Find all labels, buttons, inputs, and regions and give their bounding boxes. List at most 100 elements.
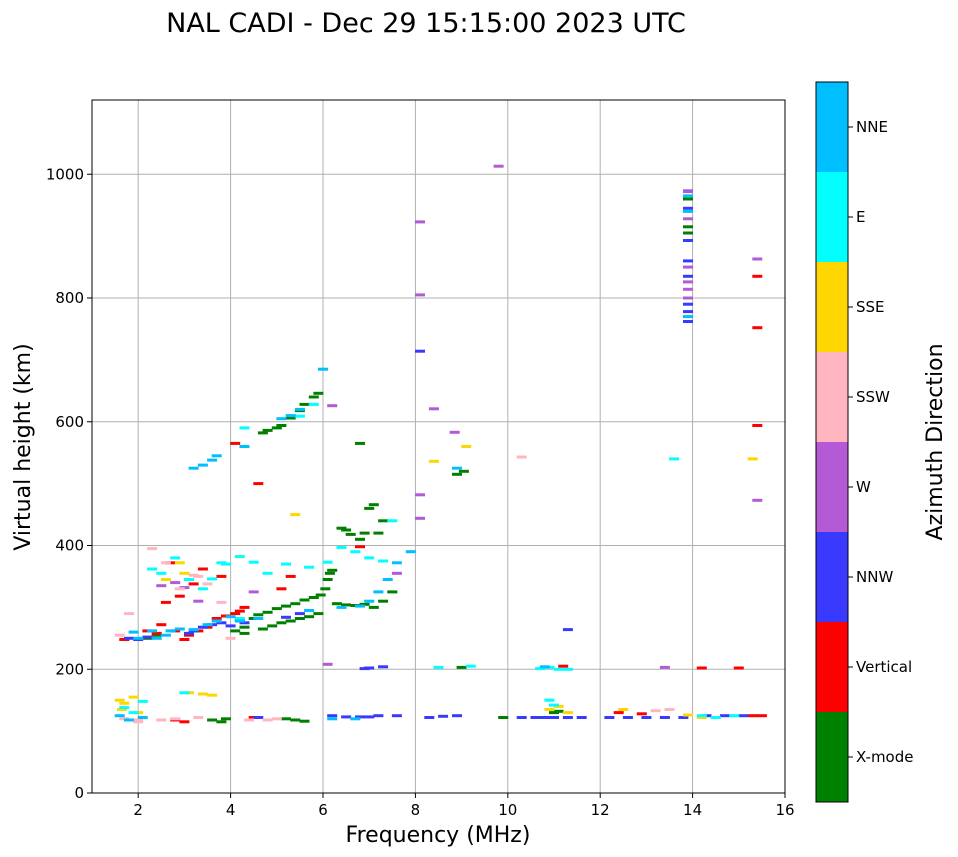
data-point-vertical xyxy=(355,545,365,549)
data-point-x-mode xyxy=(387,590,398,594)
data-point-nne xyxy=(165,629,176,633)
data-point-x-mode xyxy=(322,578,333,581)
data-point-nne xyxy=(294,407,305,411)
x-tick-label: 2 xyxy=(133,801,143,819)
data-point-e xyxy=(147,567,158,571)
data-point-e xyxy=(137,699,148,703)
data-point-x-mode xyxy=(315,593,326,597)
data-point-nne xyxy=(452,466,462,470)
colorbar-segment xyxy=(816,262,848,352)
colorbar-tick-label: NNW xyxy=(856,568,893,586)
data-point-e xyxy=(262,571,273,575)
data-point-nne xyxy=(174,627,185,631)
colorbar-segment xyxy=(816,622,848,712)
colorbar-tick-label: E xyxy=(856,208,865,226)
data-point-nnw xyxy=(438,714,449,718)
data-point-e xyxy=(364,556,375,560)
data-point-nnw xyxy=(659,716,670,719)
data-point-sse xyxy=(683,713,693,717)
data-point-nnw xyxy=(294,612,305,616)
data-point-ssw xyxy=(114,633,125,637)
data-point-x-mode xyxy=(267,624,278,628)
y-tick-label: 0 xyxy=(74,784,84,802)
data-point-e xyxy=(197,587,208,591)
data-point-w xyxy=(327,404,338,408)
y-tick-label: 800 xyxy=(55,289,84,307)
data-point-w xyxy=(248,590,259,594)
data-point-w xyxy=(449,430,460,434)
data-point-nnw xyxy=(373,714,384,718)
data-point-nne xyxy=(225,615,236,619)
data-point-ssw xyxy=(170,717,181,721)
data-point-x-mode xyxy=(324,571,335,575)
data-point-x-mode xyxy=(299,402,310,406)
data-point-nnw xyxy=(683,259,693,263)
data-point-nne xyxy=(114,714,125,718)
x-tick-label: 6 xyxy=(318,801,328,819)
data-point-ssw xyxy=(216,600,227,604)
data-point-e xyxy=(378,559,389,563)
data-point-x-mode xyxy=(308,596,319,599)
data-point-e xyxy=(221,562,231,566)
data-point-vertical xyxy=(179,720,190,724)
data-point-sse xyxy=(179,571,190,575)
data-point-nne xyxy=(405,550,416,554)
data-point-x-mode xyxy=(313,391,324,395)
data-point-ssw xyxy=(202,582,213,586)
data-point-nne xyxy=(683,209,693,213)
x-tick-label: 4 xyxy=(226,801,236,819)
data-point-nnw xyxy=(576,716,587,719)
data-point-nne xyxy=(373,590,384,594)
data-point-ssw xyxy=(225,636,236,640)
data-point-vertical xyxy=(747,714,758,718)
data-point-nnw xyxy=(604,716,615,719)
data-point-e xyxy=(322,560,333,564)
data-point-nne xyxy=(683,194,693,198)
data-point-e xyxy=(465,664,476,668)
data-point-x-mode xyxy=(378,599,389,603)
data-point-nne xyxy=(147,629,158,633)
y-axis-ticks: 0 200 400 600 800 1000 xyxy=(46,165,92,802)
data-point-nnw xyxy=(124,636,134,640)
x-axis-ticks: 2 4 6 8 10 12 14 16 xyxy=(133,793,795,819)
data-point-nnw xyxy=(562,628,573,632)
data-point-w xyxy=(683,217,693,221)
data-point-w xyxy=(391,571,402,575)
data-point-e xyxy=(119,706,130,710)
data-point-x-mode xyxy=(276,621,287,625)
data-point-ssw xyxy=(244,718,255,722)
colorbar-tick-label: SSE xyxy=(856,298,885,316)
data-point-w xyxy=(415,220,425,224)
data-point-e xyxy=(562,667,573,671)
data-point-e xyxy=(350,550,361,554)
data-point-w xyxy=(683,190,693,194)
data-point-nnw xyxy=(239,621,250,625)
data-point-vertical xyxy=(188,582,199,586)
data-point-sse xyxy=(618,708,629,711)
data-point-w xyxy=(322,662,333,666)
data-point-sse xyxy=(160,578,171,581)
data-point-x-mode xyxy=(290,718,301,722)
y-tick-label: 600 xyxy=(55,413,84,431)
colorbar-tick-label: SSW xyxy=(856,388,890,406)
data-point-x-mode xyxy=(304,615,315,619)
data-point-sse xyxy=(114,698,125,702)
colorbar-tick-label: Vertical xyxy=(856,658,912,676)
y-tick-label: 200 xyxy=(55,660,84,678)
data-point-w xyxy=(752,498,763,502)
data-point-w xyxy=(683,287,693,291)
data-point-x-mode xyxy=(359,602,370,606)
x-tick-label: 10 xyxy=(498,801,517,819)
x-tick-label: 14 xyxy=(683,801,702,819)
data-point-nnw xyxy=(216,621,227,625)
data-point-x-mode xyxy=(281,717,291,721)
data-point-nne xyxy=(364,599,375,603)
colorbar-segment xyxy=(816,82,848,172)
data-point-e xyxy=(669,457,680,461)
data-point-e xyxy=(336,545,347,549)
data-point-w xyxy=(683,265,693,269)
data-point-vertical xyxy=(197,567,208,571)
data-point-w xyxy=(156,584,167,588)
data-point-e xyxy=(387,519,398,523)
